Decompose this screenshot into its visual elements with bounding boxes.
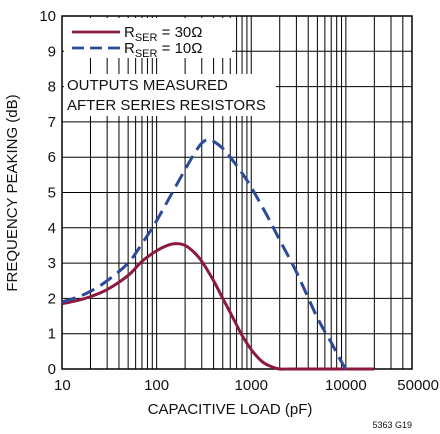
legend-label-series-2: RSER = 10Ω: [124, 40, 202, 60]
y-tick-label-1: 1: [48, 326, 56, 343]
y-axis-title: FREQUENCY PEAKING (dB): [4, 94, 21, 291]
y-tick-label-3: 3: [48, 255, 56, 272]
series-line-2: [61, 137, 348, 370]
x-tick-label-4: 50000: [397, 377, 439, 394]
y-tick-label-0: 0: [48, 361, 56, 378]
annotation-line-1: OUTPUTS MEASURED: [67, 77, 228, 94]
y-tick-label-5: 5: [48, 185, 56, 202]
tick-labels: 0 1 2 3 4 5 6 7 8 9 10 10 100 1000 10000 50000: [39, 8, 439, 394]
plot-frame: [61, 15, 413, 370]
legend-box: [64, 18, 232, 58]
y-tick-label-10: 10: [39, 8, 56, 25]
annotation-line-2: AFTER SERIES RESISTORS: [67, 97, 266, 114]
annotation-box: [64, 74, 276, 116]
y-tick-label-4: 4: [48, 220, 56, 237]
y-tick-label-8: 8: [48, 79, 56, 96]
figure-id: 5363 G19: [372, 420, 412, 430]
x-axis-title: CAPACITIVE LOAD (pF): [148, 401, 313, 418]
series-line-1: [61, 242, 375, 371]
y-tick-label-7: 7: [48, 114, 56, 131]
y-tick-label-2: 2: [48, 290, 56, 307]
y-tick-label-9: 9: [48, 43, 56, 60]
x-tick-label-2: 1000: [235, 377, 268, 394]
x-tick-label-0: 10: [54, 377, 71, 394]
y-tick-label-6: 6: [48, 149, 56, 166]
legend-label-series-1: RSER = 30Ω: [124, 24, 202, 44]
overlay: RSER = 30Ω RSER = 10Ω OUTPUTS MEASURED A…: [64, 18, 276, 116]
x-tick-label-1: 100: [144, 377, 169, 394]
series-layer: [61, 137, 375, 371]
x-tick-label-3: 10000: [325, 377, 367, 394]
